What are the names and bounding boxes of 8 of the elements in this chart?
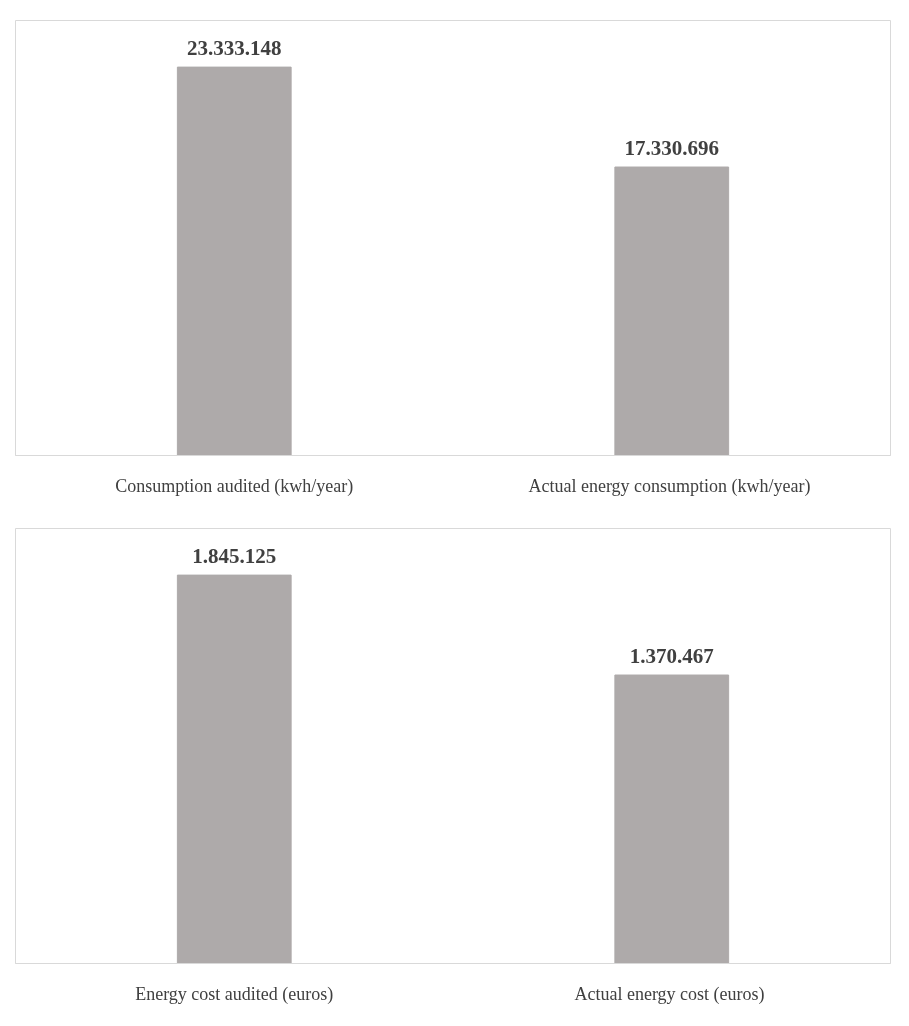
data-label: 17.330.696 xyxy=(624,136,719,161)
data-label: 23.333.148 xyxy=(187,36,282,61)
x-tick-label: Actual energy cost (euros) xyxy=(574,983,765,1005)
data-label: 1.370.467 xyxy=(629,644,714,669)
x-tick-label: Energy cost audited (euros) xyxy=(135,983,334,1005)
data-label: 1.845.125 xyxy=(192,544,277,569)
x-tick-label: Actual energy consumption (kwh/year) xyxy=(528,475,811,497)
x-tick-label: Consumption audited (kwh/year) xyxy=(115,475,354,497)
